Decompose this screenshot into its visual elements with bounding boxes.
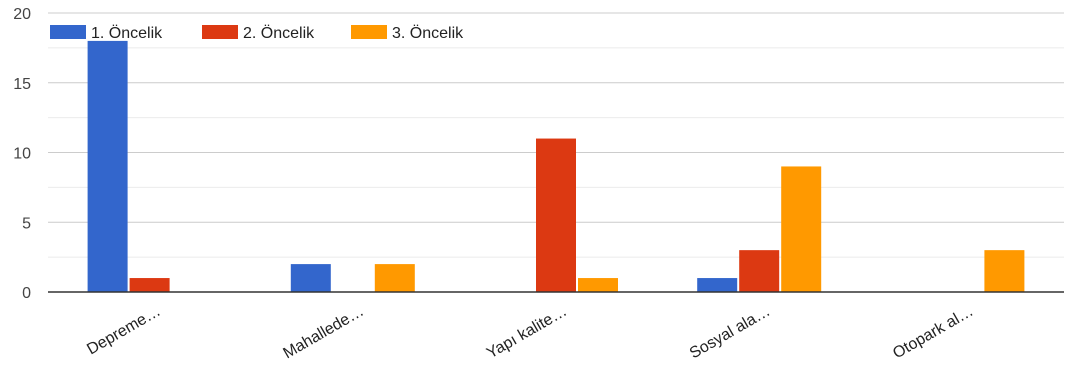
legend-swatch (50, 25, 86, 39)
bar (984, 250, 1025, 292)
bar (374, 264, 415, 292)
bar (781, 166, 822, 292)
legend: 1. Öncelik 2. Öncelik 3. Öncelik (50, 24, 464, 42)
y-tick-label: 10 (13, 146, 31, 163)
x-axis-labels: Depreme… Mahallede… Yapı kalite… Sosyal ala… (84, 303, 976, 363)
y-tick-label: 15 (13, 76, 31, 93)
bar (536, 138, 576, 292)
x-tick-label: Otopark al… (890, 303, 976, 363)
x-tick-label: Sosyal ala… (687, 303, 773, 363)
legend-label: 2. Öncelik (243, 24, 315, 42)
legend-label: 3. Öncelik (392, 24, 464, 42)
bar (578, 278, 618, 292)
legend-label: 1. Öncelik (91, 24, 163, 42)
legend-swatch (351, 25, 387, 39)
y-axis-ticks: 0 5 10 15 20 (13, 6, 31, 302)
x-tick-label: Mahallede… (281, 303, 367, 363)
bar (739, 250, 780, 292)
x-tick-label: Depreme… (84, 303, 163, 359)
bar (697, 278, 738, 292)
legend-swatch (202, 25, 238, 39)
x-tick-label: Yapı kalite… (484, 303, 570, 362)
bar (129, 278, 170, 292)
y-tick-label: 20 (13, 6, 31, 23)
y-tick-label: 5 (22, 215, 31, 232)
bar (87, 40, 128, 293)
y-tick-label: 0 (22, 285, 31, 302)
bar (290, 264, 331, 292)
bars (87, 40, 1025, 293)
